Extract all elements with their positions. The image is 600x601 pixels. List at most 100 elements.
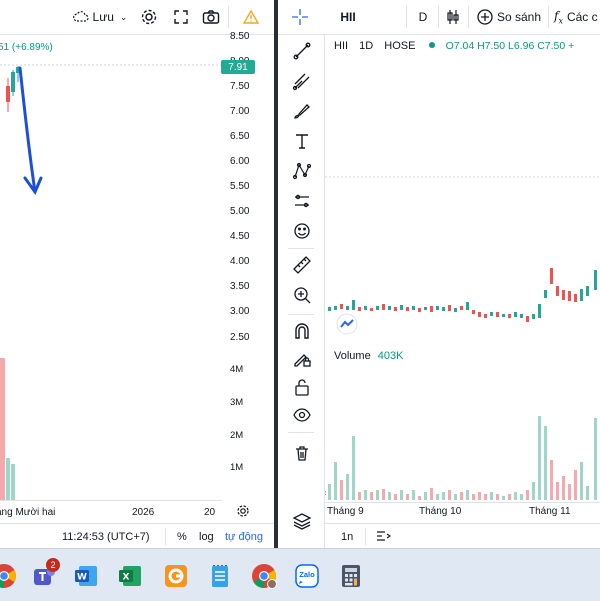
candle-body [364, 306, 367, 310]
remove-drawings-tool[interactable] [291, 442, 313, 464]
candle-body [484, 314, 487, 318]
left-price-axis[interactable]: 8.50 8.00 7.50 7.00 6.50 6.00 5.50 5.00 … [222, 31, 274, 524]
camera-icon [202, 10, 220, 24]
price-tick: 7.50 [230, 81, 250, 92]
price-tick: 2.50 [230, 332, 250, 343]
brush-icon [294, 104, 310, 119]
word-icon[interactable]: W [72, 562, 100, 590]
auto-scale-toggle[interactable]: tự động [225, 531, 263, 543]
candle-body [442, 307, 445, 311]
trendline-tool[interactable] [291, 40, 313, 62]
time-tick: Tháng 11 [529, 506, 571, 517]
candle-body [594, 270, 597, 290]
hide-drawings-tool[interactable] [291, 404, 313, 426]
compare-button[interactable]: So sánh [474, 5, 544, 29]
prediction-tool[interactable] [291, 190, 313, 212]
icon-tool[interactable] [291, 220, 313, 242]
volume-bar [412, 490, 415, 500]
notepad-icon[interactable] [206, 562, 234, 590]
right-plot-area[interactable]: ‹ [325, 34, 600, 500]
left-time-axis[interactable]: áng Mười hai 2026 20 [0, 500, 249, 523]
calculator-icon[interactable] [337, 562, 365, 590]
crosshair-icon [292, 9, 308, 25]
snapshot-button[interactable] [200, 5, 222, 29]
panel-divider[interactable] [274, 0, 278, 548]
legend-ohlc: O7.04 H7.50 L6.96 C7.50 + [445, 40, 575, 52]
legend-symbol: HII [334, 40, 349, 52]
volume-bar [340, 480, 343, 500]
chrome-profile-icon[interactable] [250, 562, 278, 590]
unlock-tool[interactable] [291, 376, 313, 398]
fullscreen-button[interactable] [170, 5, 192, 29]
gear-icon [237, 505, 249, 517]
warning-button[interactable] [240, 5, 262, 29]
candle-body [526, 316, 529, 322]
time-tick: 20 [204, 507, 216, 518]
price-tick: 4.00 [230, 256, 250, 267]
volume-bar [502, 496, 505, 500]
measure-tool[interactable] [291, 254, 313, 276]
volume-bar [526, 490, 529, 500]
percent-toggle[interactable]: % [177, 531, 187, 543]
log-toggle[interactable]: log [199, 531, 214, 543]
trendline-icon [293, 42, 311, 60]
candle-body [358, 307, 361, 311]
chevron-down-icon: ⌄ [119, 11, 128, 22]
axis-settings-button[interactable] [236, 504, 250, 523]
crosshair-tool-button[interactable] [284, 5, 316, 29]
zoom-tool[interactable] [291, 284, 313, 306]
candle-body [574, 294, 577, 302]
candle-body [502, 314, 505, 317]
volume-bar [532, 482, 535, 500]
symbol-search-button[interactable]: HII [340, 10, 356, 24]
brush-tool[interactable] [291, 100, 313, 122]
object-tree-tool[interactable] [291, 510, 313, 532]
left-plot-area[interactable] [0, 34, 222, 500]
indicators-button[interactable]: fx Các c [554, 5, 600, 29]
volume-bar [514, 492, 517, 500]
pattern-tool[interactable] [291, 160, 313, 182]
volume-bar [460, 492, 463, 500]
time-tick: 2026 [132, 507, 155, 518]
magnet-tool[interactable] [291, 320, 313, 342]
range-button[interactable]: 1n [341, 531, 354, 543]
settings-gear-button[interactable] [138, 5, 160, 29]
excel-icon[interactable]: X [116, 562, 144, 590]
app-orange-icon[interactable] [162, 562, 190, 590]
lock-drawings-tool[interactable] [291, 348, 313, 370]
volume-bar [520, 494, 523, 500]
right-time-axis[interactable]: Tháng 9 Tháng 10 Tháng 11 [325, 502, 600, 523]
candle-body [448, 305, 451, 311]
goto-date-button[interactable] [375, 529, 392, 548]
text-tool[interactable] [291, 130, 313, 152]
price-tick: 3.50 [230, 281, 250, 292]
eye-icon [293, 408, 311, 422]
fib-tool[interactable] [291, 70, 313, 92]
save-layout-button[interactable]: Lưu ⌄ [68, 5, 132, 29]
legend-interval: 1D [359, 40, 374, 52]
teams-icon[interactable]: 2 [30, 558, 60, 590]
chrome-icon[interactable] [0, 562, 18, 590]
gear-icon [141, 9, 157, 25]
volume-label: Volume [334, 350, 371, 362]
compare-label: So sánh [496, 10, 542, 24]
interval-button[interactable]: D [418, 10, 428, 24]
volume-bar [424, 492, 427, 500]
time-tick: áng Mười hai [0, 507, 56, 518]
volume-bar [388, 492, 391, 500]
svg-text:‹: ‹ [325, 488, 327, 499]
candle-body [472, 310, 475, 314]
annotation-arrow [18, 66, 43, 196]
pencil-lock-icon [294, 354, 311, 367]
right-top-toolbar: HII D So sánh fx Các c [278, 0, 600, 35]
volume-bar [544, 426, 547, 500]
candle-body [556, 286, 559, 296]
unlock-icon [295, 379, 309, 396]
zalo-icon[interactable]: Zalo [293, 562, 321, 590]
chart-type-button[interactable] [444, 5, 462, 29]
volume-bar [466, 490, 469, 500]
right-status-bar: 1n [325, 523, 600, 548]
volume-value: 403K [377, 350, 404, 362]
candle-body [520, 314, 523, 318]
left-volume-bars [0, 358, 15, 500]
